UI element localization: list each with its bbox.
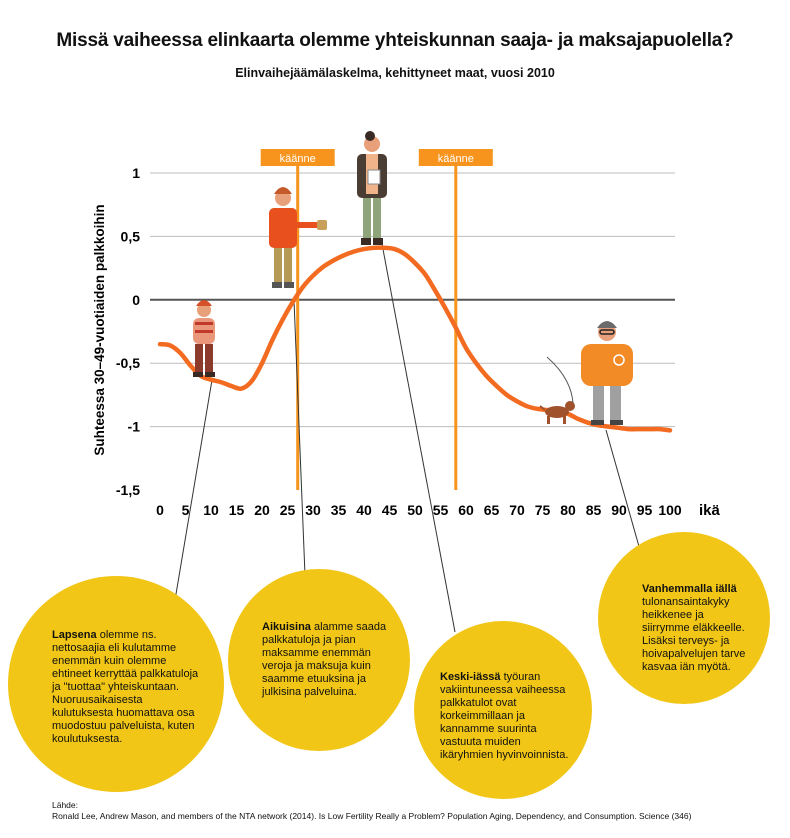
x-tick-label: 25 <box>280 502 296 518</box>
x-tick-label: 5 <box>182 502 190 518</box>
x-tick-label: 70 <box>509 502 525 518</box>
y-tick-label: 0,5 <box>121 228 141 244</box>
source-note: Lähde: Ronald Lee, Andrew Mason, and mem… <box>52 800 691 822</box>
middle-age-figure <box>357 131 387 245</box>
leader-line <box>605 429 641 551</box>
source-heading: Lähde: <box>52 800 78 810</box>
x-tick-label: 45 <box>382 502 398 518</box>
x-tick-label: 80 <box>560 502 576 518</box>
x-tick-label: 85 <box>586 502 602 518</box>
y-tick-label: 0 <box>132 292 140 308</box>
annotation-middle-age: Keski-iässä työuran vakiintuneessa vaihe… <box>440 671 569 761</box>
x-tick-label: 95 <box>637 502 653 518</box>
x-tick-label: 55 <box>433 502 449 518</box>
bubble-middle-age <box>414 621 592 799</box>
source-text: Ronald Lee, Andrew Mason, and members of… <box>52 811 692 821</box>
leader-line <box>174 379 213 601</box>
x-tick-label: 65 <box>484 502 500 518</box>
x-tick-label: 35 <box>331 502 347 518</box>
child-figure <box>193 300 215 377</box>
elderly-figure <box>581 321 633 425</box>
turning-point-label: käänne <box>438 153 474 165</box>
annotation-adulthood: Aikuisina alamme saada palkkatuloja ja p… <box>262 621 387 698</box>
x-tick-label: 90 <box>611 502 627 518</box>
bubble-old-age <box>598 532 770 704</box>
turning-point-label-box <box>418 149 493 166</box>
x-tick-label: 20 <box>254 502 270 518</box>
y-tick-label: 1 <box>132 165 140 181</box>
y-tick-label: -0,5 <box>116 355 140 371</box>
x-tick-label: 30 <box>305 502 321 518</box>
chart-subtitle: Elinvaihejäämälaskelma, kehittyneet maat… <box>235 66 555 80</box>
annotation-childhood: Lapsena olemme ns. nettosaajia eli kulut… <box>52 629 199 745</box>
x-tick-label: 50 <box>407 502 423 518</box>
leader-lines <box>174 243 641 633</box>
chart-title: Missä vaiheessa elinkaarta olemme yhteis… <box>56 30 734 51</box>
leader-line <box>381 243 456 633</box>
turning-point-label-box <box>260 149 335 166</box>
x-tick-label: 15 <box>229 502 245 518</box>
turning-point-label: käänne <box>280 153 316 165</box>
bubble-adulthood <box>228 569 410 751</box>
x-tick-label: 40 <box>356 502 372 518</box>
leader-line <box>293 299 306 576</box>
y-tick-labels: 1 0,5 0 -0,5 -1 -1,5 <box>116 165 140 498</box>
x-tick-label: 0 <box>156 502 164 518</box>
annotation-old-age: Vanhemmalla iällä tulonansaintakyky heik… <box>642 583 746 673</box>
grid-lines <box>150 172 675 428</box>
bubble-childhood <box>8 576 224 792</box>
x-tick-label: 100 <box>658 502 682 518</box>
y-tick-label: -1 <box>128 419 141 435</box>
x-tick-label: 10 <box>203 502 219 518</box>
x-tick-label: 60 <box>458 502 474 518</box>
dog-figure <box>539 356 575 424</box>
y-tick-label: -1,5 <box>116 482 140 498</box>
x-tick-labels: 0 5 10 15 20 25 30 35 40 45 50 55 60 65 70 75 80 85 90 95 10… <box>156 502 682 518</box>
x-axis-label: ikä <box>699 502 721 519</box>
young-adult-figure <box>269 187 327 288</box>
x-tick-label: 75 <box>535 502 551 518</box>
y-axis-label: Suhteessa 30–49-vuotiaiden palkkoihin <box>92 204 107 455</box>
life-cycle-curve <box>157 245 673 433</box>
